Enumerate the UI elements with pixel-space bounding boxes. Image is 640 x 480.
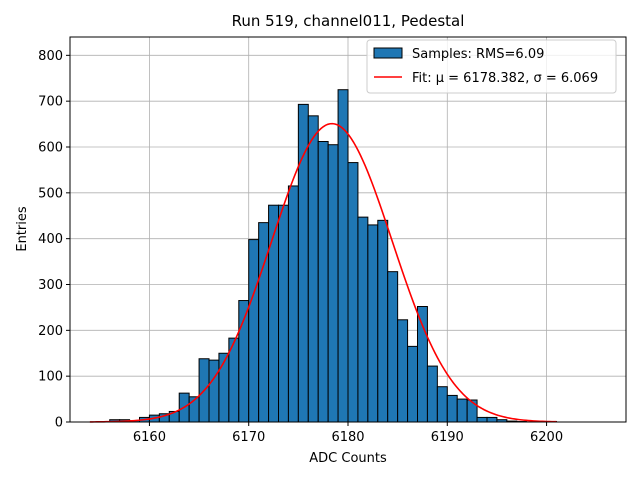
histogram-bar	[367, 224, 379, 423]
histogram-bar	[426, 365, 438, 423]
legend: Samples: RMS=6.09 Fit: μ = 6178.382, σ =…	[366, 39, 617, 94]
histogram-bar	[208, 359, 220, 423]
histogram-bar	[307, 115, 319, 423]
histogram-bar	[397, 319, 409, 423]
y-tick-label: 500	[38, 186, 63, 201]
y-tick-label: 300	[38, 278, 63, 293]
histogram-bar	[476, 416, 488, 423]
histogram-bar	[317, 141, 329, 423]
histogram-bar	[357, 216, 369, 423]
histogram-bar	[248, 239, 260, 423]
y-tick-label: 700	[38, 95, 63, 110]
legend-label-fit: Fit: μ = 6178.382, σ = 6.069	[412, 71, 598, 86]
histogram-bar	[446, 394, 458, 423]
x-tick-label: 6170	[232, 430, 265, 445]
x-tick-label: 6180	[331, 430, 364, 445]
histogram-bar	[486, 416, 498, 423]
y-tick-label: 600	[38, 141, 63, 156]
fit-curve-layer	[89, 122, 557, 423]
axes-layer: 6160 6170 6180 6190 6200 0 100 200 300 400 500 600 7…	[38, 36, 627, 445]
legend-label-samples: Samples: RMS=6.09	[412, 47, 544, 62]
y-tick-label: 0	[55, 416, 63, 431]
histogram-bar	[377, 219, 389, 423]
histogram-bar	[327, 144, 339, 423]
x-axis-label: ADC Counts	[309, 451, 387, 466]
histogram-bar	[287, 185, 299, 423]
gaussian-fit-curve	[89, 122, 557, 423]
histogram-bar	[466, 399, 478, 423]
y-tick-label: 800	[38, 49, 63, 64]
histogram-bar	[456, 398, 468, 423]
histogram-bar	[337, 89, 349, 423]
histogram-bar	[407, 345, 419, 423]
x-tick-label: 6160	[133, 430, 166, 445]
histogram-bar	[297, 103, 309, 423]
x-tick-label: 6200	[530, 430, 563, 445]
histogram-bar	[387, 271, 399, 423]
y-tick-label: 100	[38, 370, 63, 385]
histogram-bar	[436, 386, 448, 423]
histogram-bar	[347, 162, 359, 423]
legend-bar-swatch	[373, 47, 403, 59]
y-axis-label: Entries	[15, 206, 30, 252]
legend-box	[366, 39, 617, 94]
x-tick-label: 6190	[431, 430, 464, 445]
histogram-bar	[278, 204, 289, 423]
y-tick-label: 400	[38, 232, 63, 247]
chart-title: Run 519, channel011, Pedestal	[232, 12, 465, 30]
y-tick-label: 200	[38, 324, 63, 339]
